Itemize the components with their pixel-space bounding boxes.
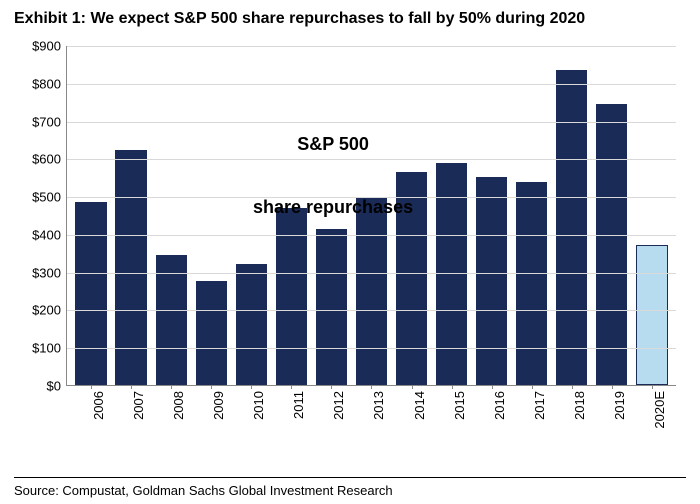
x-label-slot: 2019 xyxy=(592,385,632,445)
x-tick-label: 2017 xyxy=(532,391,547,420)
y-tick-label: $600 xyxy=(32,152,67,167)
bar-slot xyxy=(472,46,512,385)
x-tick xyxy=(371,385,372,389)
x-tick xyxy=(211,385,212,389)
plot-area: 2006200720082009201020112012201320142015… xyxy=(66,46,676,386)
x-tick xyxy=(412,385,413,389)
x-tick-label: 2018 xyxy=(572,391,587,420)
x-tick xyxy=(492,385,493,389)
exhibit-title: Exhibit 1: We expect S&P 500 share repur… xyxy=(14,10,686,28)
source-text: Source: Compustat, Goldman Sachs Global … xyxy=(14,483,393,498)
x-label-slot: 2017 xyxy=(512,385,552,445)
x-label-slot: 2016 xyxy=(472,385,512,445)
footer-rule xyxy=(14,477,686,478)
bar-slot xyxy=(71,46,111,385)
gridline xyxy=(67,348,676,349)
gridline xyxy=(67,122,676,123)
x-tick xyxy=(612,385,613,389)
x-tick-label: 2014 xyxy=(412,391,427,420)
x-label-slot: 2009 xyxy=(191,385,231,445)
x-tick-label: 2010 xyxy=(251,391,266,420)
x-axis-labels: 2006 2007 2008 2009 2010 2011 2012 2013 2014 2015… xyxy=(67,385,676,445)
x-label-slot: 2011 xyxy=(271,385,311,445)
y-tick-label: $200 xyxy=(32,303,67,318)
x-tick xyxy=(131,385,132,389)
y-tick-label: $500 xyxy=(32,190,67,205)
x-tick xyxy=(532,385,533,389)
x-tick xyxy=(251,385,252,389)
x-label-slot: 2012 xyxy=(311,385,351,445)
x-tick xyxy=(652,385,653,389)
x-label-slot: 2013 xyxy=(351,385,391,445)
bar-slot xyxy=(151,46,191,385)
y-tick-label: $100 xyxy=(32,341,67,356)
gridline xyxy=(67,159,676,160)
gridline xyxy=(67,197,676,198)
x-tick xyxy=(171,385,172,389)
bar xyxy=(516,182,547,385)
x-tick-label: 2008 xyxy=(171,391,186,420)
bar xyxy=(156,255,187,385)
gridline xyxy=(67,84,676,85)
x-tick-label: 2011 xyxy=(291,391,306,419)
y-tick-label: $700 xyxy=(32,114,67,129)
gridline xyxy=(67,310,676,311)
x-label-slot: 2014 xyxy=(392,385,432,445)
y-tick-label: $900 xyxy=(32,39,67,54)
bar xyxy=(556,70,587,385)
y-tick-label: $0 xyxy=(47,379,67,394)
x-label-slot: 2015 xyxy=(432,385,472,445)
x-tick xyxy=(291,385,292,389)
x-label-slot: 2020E xyxy=(632,385,672,445)
bar-slot xyxy=(632,46,672,385)
x-label-slot: 2010 xyxy=(231,385,271,445)
x-tick-label: 2006 xyxy=(91,391,106,420)
y-tick-label: $800 xyxy=(32,76,67,91)
bar-slot xyxy=(191,46,231,385)
chart-container: 2006 2007 2008 2009 2010 2011 2012 2013 2014 2015… xyxy=(14,38,686,456)
bar-slot xyxy=(432,46,472,385)
x-tick-label: 2007 xyxy=(131,391,146,420)
x-tick-label: 2009 xyxy=(211,391,226,420)
bar xyxy=(596,104,627,385)
x-tick xyxy=(331,385,332,389)
y-tick-label: $300 xyxy=(32,265,67,280)
x-label-slot: 2018 xyxy=(552,385,592,445)
annotation-line-1: S&P 500 xyxy=(253,134,413,155)
bar xyxy=(636,245,667,385)
x-tick-label: 2015 xyxy=(452,391,467,420)
gridline xyxy=(67,46,676,47)
bar-slot xyxy=(111,46,151,385)
gridline xyxy=(67,273,676,274)
bar xyxy=(196,281,227,385)
x-tick xyxy=(91,385,92,389)
bar xyxy=(476,177,507,385)
x-label-slot: 2007 xyxy=(111,385,151,445)
bar-slot xyxy=(512,46,552,385)
y-tick-label: $400 xyxy=(32,227,67,242)
x-tick-label: 2019 xyxy=(612,391,627,420)
bar xyxy=(115,150,146,385)
annotation-line-2: share repurchases xyxy=(253,197,413,218)
gridline xyxy=(67,235,676,236)
x-tick xyxy=(572,385,573,389)
bar-slot xyxy=(592,46,632,385)
bar xyxy=(436,163,467,385)
x-tick-label: 2016 xyxy=(492,391,507,420)
x-label-slot: 2008 xyxy=(151,385,191,445)
x-tick-label: 2012 xyxy=(331,391,346,420)
x-label-slot: 2006 xyxy=(71,385,111,445)
x-tick-label: 2013 xyxy=(371,391,386,420)
x-tick-label: 2020E xyxy=(652,391,667,429)
bar-slot xyxy=(552,46,592,385)
bar xyxy=(236,264,267,385)
bar xyxy=(75,202,106,385)
x-tick xyxy=(452,385,453,389)
